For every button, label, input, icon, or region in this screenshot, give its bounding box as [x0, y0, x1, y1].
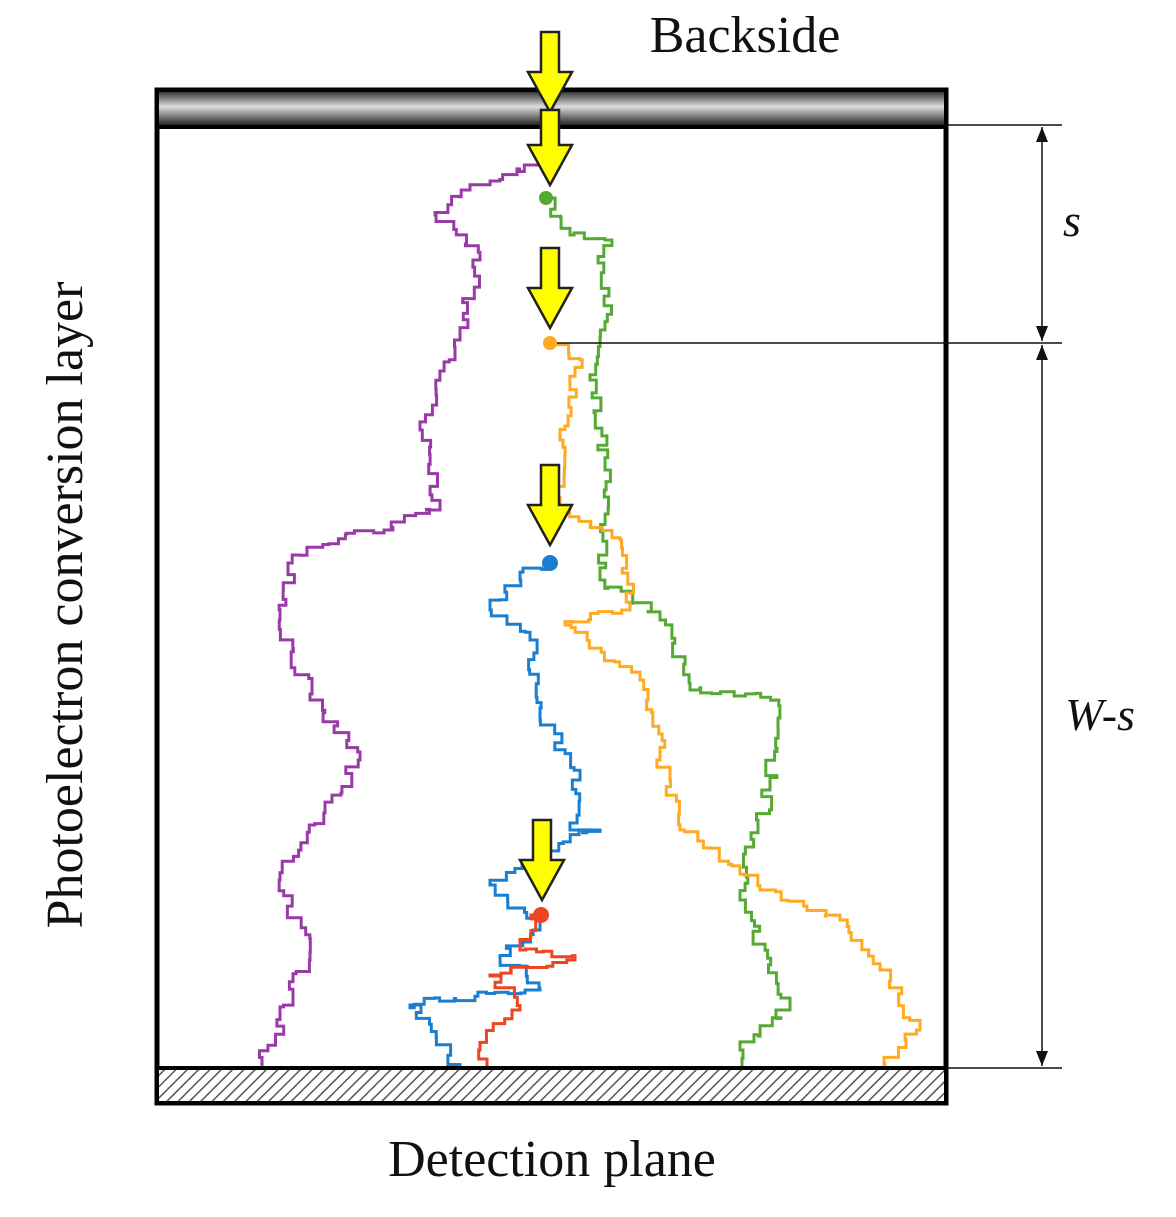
w-s-label: W-s	[1065, 689, 1135, 740]
layer-label: Photoelectron conversion layer	[37, 282, 94, 929]
walk-path	[477, 913, 577, 1068]
walk-path	[549, 341, 922, 1068]
photon-arrow	[525, 463, 575, 548]
detection-label: Detection plane	[388, 1131, 716, 1188]
photon-arrow	[525, 30, 575, 115]
dot-red	[533, 907, 549, 923]
walk-path	[258, 163, 540, 1068]
photon-arrow	[525, 108, 575, 188]
dot-orange	[543, 336, 557, 350]
detection-bar	[155, 1066, 948, 1105]
photon-arrow	[517, 818, 567, 903]
backside-label: Backside	[650, 7, 841, 64]
dot-blue	[542, 555, 558, 571]
s-label: s	[1063, 195, 1081, 246]
random-walks	[258, 163, 922, 1068]
dimension-lines	[550, 124, 1062, 1069]
walk-path	[546, 196, 792, 1068]
photon-arrows	[517, 30, 575, 903]
photon-arrow	[525, 246, 575, 331]
dot-green	[539, 191, 553, 205]
walk-path	[408, 561, 602, 1068]
